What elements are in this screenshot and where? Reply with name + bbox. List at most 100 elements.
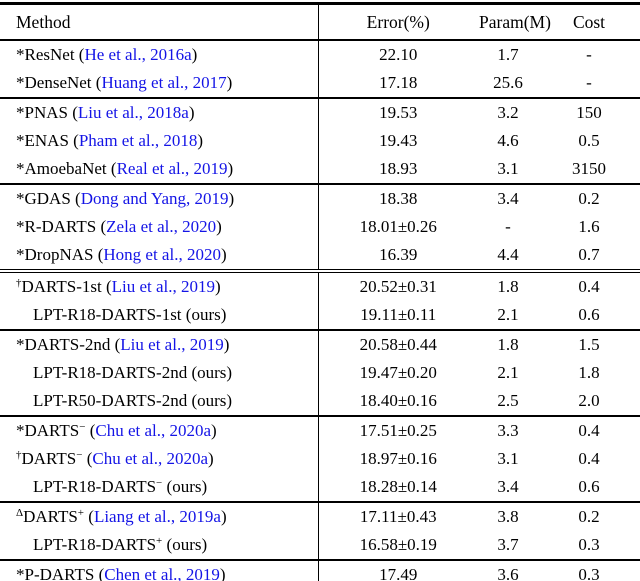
open-paren: ( xyxy=(67,103,78,122)
error-cell: 18.01±0.26 xyxy=(359,217,437,236)
table-row: *DARTS-2nd (Liu et al., 2019) 20.58±0.44 1… xyxy=(0,329,640,359)
citation-link[interactable]: Zela et al., 2020 xyxy=(106,217,217,236)
open-paren: ( xyxy=(187,363,198,382)
cost-cell: - xyxy=(586,45,592,64)
method-name: DARTS-1st xyxy=(21,277,102,296)
method-name: AmoebaNet xyxy=(24,159,107,178)
close-paren: ) xyxy=(211,421,217,440)
table-row: *AmoebaNet (Real et al., 2019) 18.93 3.1 31… xyxy=(0,155,640,184)
param-cell: 3.4 xyxy=(497,477,519,496)
error-cell: 18.93 xyxy=(379,159,418,178)
method-cell: *PNAS (Liu et al., 2018a) xyxy=(0,97,319,127)
citation-link[interactable]: Real et al., 2019 xyxy=(116,159,228,178)
param-cell: 3.8 xyxy=(478,501,538,531)
method-prefix-marker: * xyxy=(16,421,25,440)
method-prefix-marker: * xyxy=(16,131,25,150)
cost-cell: 0.3 xyxy=(578,535,600,554)
table-row: LPT-R18-DARTS-2nd (ours) 19.47±0.20 2.1 1.8 xyxy=(0,359,640,387)
method-name: ENAS xyxy=(24,131,69,150)
param-cell: 2.5 xyxy=(497,391,519,410)
param-cell: 3.1 xyxy=(497,159,519,178)
citation-link[interactable]: Chu et al., 2020a xyxy=(92,449,209,468)
table-row: *GDAS (Dong and Yang, 2019) 18.38 3.4 0.2 xyxy=(0,183,640,213)
param-cell: 2.1 xyxy=(497,305,519,324)
cost-cell: 0.2 xyxy=(538,183,640,213)
citation-link[interactable]: Dong and Yang, 2019 xyxy=(80,189,229,208)
method-name: DARTS-2nd xyxy=(24,335,111,354)
table-row: *PNAS (Liu et al., 2018a) 19.53 3.2 150 xyxy=(0,97,640,127)
param-cell: 3.1 xyxy=(497,449,519,468)
error-cell: 19.11±0.11 xyxy=(360,305,437,324)
method-cell: *DARTS− (Chu et al., 2020a) xyxy=(0,415,319,445)
method-prefix-marker: Δ xyxy=(16,507,24,519)
ours-label: ours xyxy=(197,391,227,410)
table-row: *P-DARTS (Chen et al., 2019) 17.49 3.6 0.3 xyxy=(0,559,640,581)
method-prefix-marker: † xyxy=(16,449,22,461)
method-prefix-marker: * xyxy=(16,565,25,581)
cost-cell: 0.4 xyxy=(578,449,600,468)
error-cell: 20.52±0.31 xyxy=(318,269,478,301)
open-paren: ( xyxy=(162,535,173,554)
cost-cell: 0.3 xyxy=(538,559,640,581)
citation-link[interactable]: Hong et al., 2020 xyxy=(103,245,221,264)
table-row: *DARTS− (Chu et al., 2020a) 17.51±0.25 3.3… xyxy=(0,415,640,445)
open-paren: ( xyxy=(93,245,104,264)
citation-link[interactable]: Liang et al., 2019a xyxy=(93,507,221,526)
column-header-error: Error(%) xyxy=(318,3,478,41)
method-name: P-DARTS xyxy=(24,565,95,581)
method-cell: *R-DARTS (Zela et al., 2020) xyxy=(0,213,319,241)
citation-link[interactable]: He et al., 2016a xyxy=(84,45,192,64)
open-paren: ( xyxy=(94,565,105,581)
open-paren: ( xyxy=(74,45,85,64)
citation-link[interactable]: Pham et al., 2018 xyxy=(78,131,198,150)
citation-link[interactable]: Liu et al., 2019 xyxy=(120,335,224,354)
error-cell: 17.49 xyxy=(318,559,478,581)
method-name: DropNAS xyxy=(24,245,94,264)
cost-cell: 0.4 xyxy=(538,269,640,301)
open-paren: ( xyxy=(106,159,117,178)
table-row: LPT-R18-DARTS− (ours) 18.28±0.14 3.4 0.6 xyxy=(0,473,640,502)
param-cell: 2.1 xyxy=(497,363,519,382)
close-paren: ) xyxy=(188,103,195,122)
method-name: LPT-R18-DARTS xyxy=(33,535,157,554)
table-row: †DARTS− (Chu et al., 2020a) 18.97±0.16 3.1… xyxy=(0,445,640,473)
error-cell: 18.40±0.16 xyxy=(359,391,437,410)
close-paren: ) xyxy=(228,189,235,208)
ours-label: ours xyxy=(197,363,227,382)
method-prefix-marker: * xyxy=(16,73,25,92)
method-cell: *ENAS (Pham et al., 2018) xyxy=(0,127,319,155)
open-paren: ( xyxy=(101,277,112,296)
citation-link[interactable]: Huang et al., 2017 xyxy=(101,73,227,92)
method-name: ResNet xyxy=(24,45,75,64)
method-name: LPT-R18-DARTS xyxy=(33,477,157,496)
table-header-row: Method Error(%) Param(M) Cost xyxy=(0,3,640,41)
error-cell: 18.38 xyxy=(318,183,478,213)
error-cell: 19.43 xyxy=(379,131,418,150)
table-row: LPT-R18-DARTS+ (ours) 16.58±0.19 3.7 0.3 xyxy=(0,531,640,560)
method-cell: LPT-R18-DARTS− (ours) xyxy=(0,473,319,502)
table-row: LPT-R18-DARTS-1st (ours) 19.11±0.11 2.1 0.6 xyxy=(0,301,640,330)
open-paren: ( xyxy=(110,335,121,354)
close-paren: ) xyxy=(220,507,227,526)
citation-link[interactable]: Liu et al., 2019 xyxy=(111,277,216,296)
citation-link[interactable]: Chu et al., 2020a xyxy=(95,421,212,440)
param-cell: 3.4 xyxy=(478,183,538,213)
method-cell: †DARTS-1st (Liu et al., 2019) xyxy=(0,269,319,301)
error-cell: 20.58±0.44 xyxy=(318,329,478,359)
open-paren: ( xyxy=(162,477,173,496)
method-name: R-DARTS xyxy=(24,217,97,236)
citation-link[interactable]: Liu et al., 2018a xyxy=(77,103,189,122)
ours-label: ours xyxy=(191,305,221,324)
cost-cell: 150 xyxy=(538,97,640,127)
method-prefix-marker: * xyxy=(16,45,25,64)
cost-cell: 1.6 xyxy=(578,217,600,236)
table-row: †DARTS-1st (Liu et al., 2019) 20.52±0.31 1… xyxy=(0,269,640,301)
method-cell: *AmoebaNet (Real et al., 2019) xyxy=(0,155,319,184)
method-cell: ΔDARTS+ (Liang et al., 2019a) xyxy=(0,501,319,531)
citation-link[interactable]: Chen et al., 2019 xyxy=(104,565,220,581)
table-row: LPT-R50-DARTS-2nd (ours) 18.40±0.16 2.5 2.0 xyxy=(0,387,640,416)
column-header-param: Param(M) xyxy=(478,3,551,41)
table-row: *ENAS (Pham et al., 2018) 19.43 4.6 0.5 xyxy=(0,127,640,155)
open-paren: ( xyxy=(68,131,79,150)
